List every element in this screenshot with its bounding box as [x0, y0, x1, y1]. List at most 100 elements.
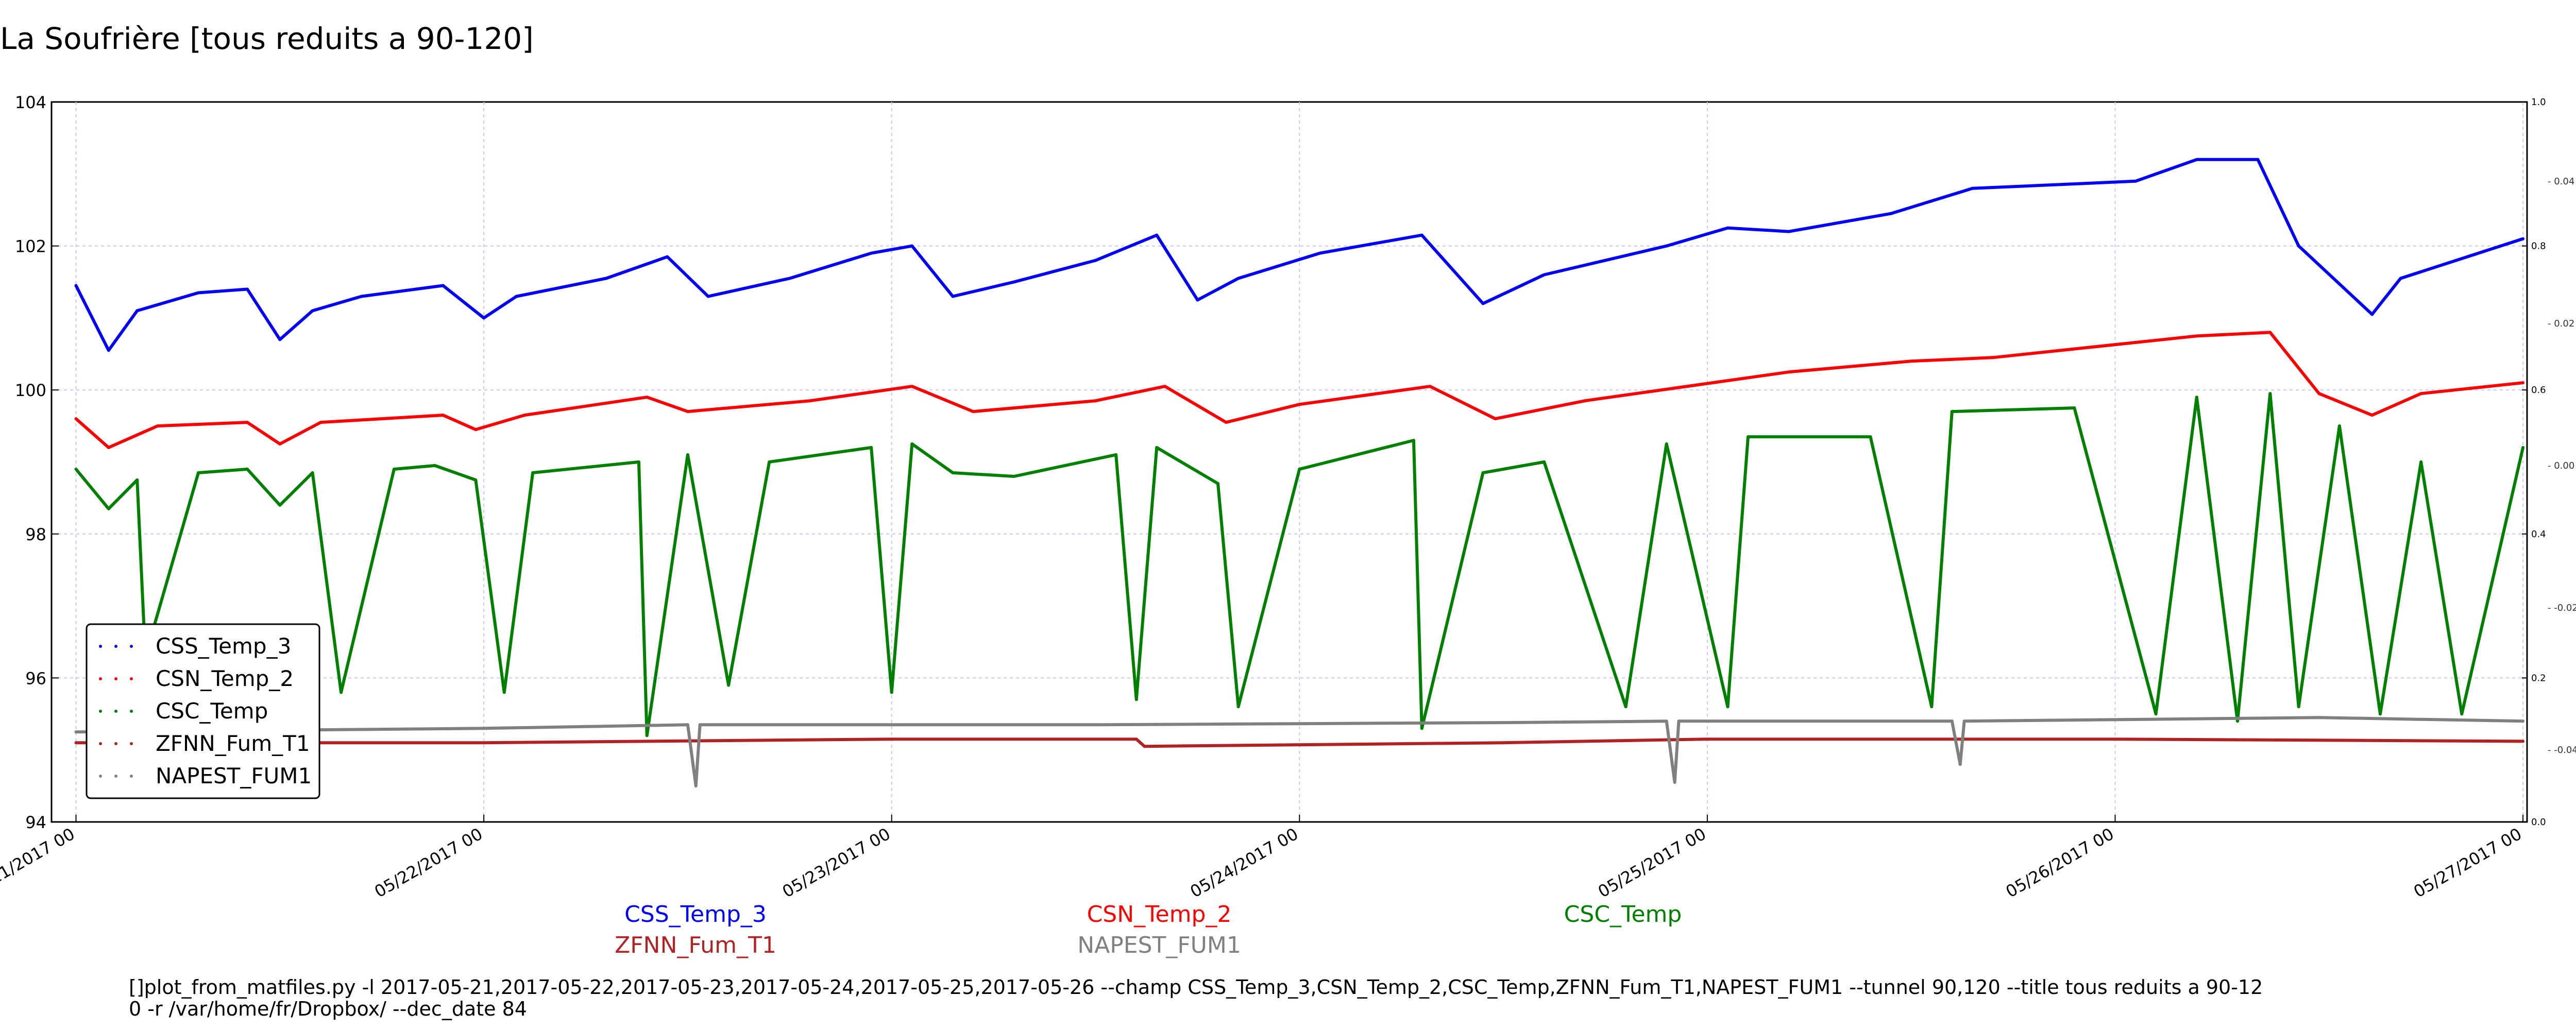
data-point	[1094, 399, 1097, 403]
data-point	[1930, 705, 1934, 709]
data-point	[340, 691, 343, 694]
data-point	[197, 291, 200, 295]
data-point	[1665, 442, 1668, 445]
x-axis: 05/21/2017 00 05/22/2017 00 05/23/2017 00 0…	[0, 815, 2525, 902]
data-point	[2370, 313, 2374, 316]
y-axis: 94 96 98 100 102 104	[15, 93, 59, 832]
data-point	[1094, 723, 1097, 727]
data-point	[972, 410, 975, 414]
data-point	[645, 734, 649, 737]
data-point	[441, 414, 445, 417]
data-point	[278, 338, 282, 341]
right-b-tick-label: - 0.04	[2548, 176, 2574, 187]
data-point	[1481, 302, 1485, 305]
data-point	[1298, 468, 1301, 471]
data-point	[1012, 280, 1016, 284]
data-point	[1726, 226, 1730, 230]
legend-marker	[99, 677, 102, 680]
data-point	[107, 507, 110, 510]
data-point	[1677, 719, 1681, 723]
data-point	[604, 277, 608, 280]
legend-marker	[114, 645, 117, 648]
data-point	[156, 424, 159, 428]
data-point	[1543, 460, 1546, 464]
data-point	[1298, 403, 1301, 406]
data-point	[2073, 406, 2076, 410]
data-point	[768, 460, 771, 464]
right-a-tick-label: 0.4	[2531, 529, 2546, 540]
y-tick-label: 104	[15, 93, 46, 112]
data-point	[1665, 719, 1668, 723]
data-point	[74, 741, 78, 745]
x-tick-label: 05/26/2017 00	[2003, 824, 2117, 902]
right-b-tick-label: - 0.02	[2548, 318, 2574, 329]
series-line	[75, 331, 2523, 449]
data-point	[910, 442, 914, 445]
legend-marker	[130, 742, 133, 745]
data-point	[1155, 233, 1159, 237]
data-point	[474, 478, 478, 482]
data-point	[2521, 719, 2525, 723]
legend-entry: ZFNN_Fum_T1	[99, 731, 310, 756]
data-point	[311, 309, 314, 313]
x-tick-label: 05/22/2017 00	[371, 824, 486, 902]
x-tick-label: 05/21/2017 00	[0, 824, 78, 902]
bottom-legend-label: CSC_Temp	[1564, 901, 1682, 928]
data-point	[1869, 435, 1872, 439]
legend-marker	[130, 677, 133, 680]
data-point	[2154, 712, 2158, 716]
right-b-tick-label: - 0.00	[2548, 460, 2574, 471]
data-point	[1318, 251, 1321, 255]
data-point	[686, 410, 689, 414]
data-point	[135, 478, 139, 482]
data-point	[2113, 737, 2117, 741]
data-point	[1094, 259, 1097, 262]
data-point	[482, 316, 486, 320]
legend-marker	[99, 645, 102, 648]
data-point	[1143, 745, 1146, 748]
data-point	[523, 414, 527, 417]
data-point	[319, 421, 323, 424]
series-layer	[74, 158, 2525, 788]
data-point	[2195, 158, 2198, 161]
data-point	[727, 683, 731, 687]
data-point	[2379, 712, 2382, 716]
data-point	[278, 442, 282, 445]
data-point	[1114, 453, 1118, 456]
data-point	[1705, 737, 1709, 741]
data-point	[1236, 705, 1240, 709]
data-point	[1420, 727, 1423, 730]
data-point	[1787, 230, 1791, 233]
data-point	[1224, 421, 1228, 424]
legend-label: NAPEST_FUM1	[156, 763, 312, 788]
data-point	[246, 468, 249, 471]
data-point	[2521, 237, 2525, 241]
bottom-legend-label: CSN_Temp_2	[1087, 901, 1232, 928]
right-axis-a: 0.0 0.2 0.4 0.6 0.8 1.0	[2522, 97, 2546, 828]
data-point	[666, 255, 669, 259]
series-line	[75, 392, 2525, 737]
legend: CSS_Temp_3 CSN_Temp_2 CSC_Temp ZFNN_Fum_T1 N…	[86, 623, 320, 799]
right-a-tick-label: 0.2	[2531, 673, 2546, 683]
legend-label: CSC_Temp	[156, 698, 268, 724]
data-point	[1428, 385, 1432, 388]
data-point	[1889, 212, 1893, 215]
data-point	[1494, 417, 1497, 421]
data-point	[2521, 381, 2525, 385]
data-point	[1950, 719, 1954, 723]
plot-area	[50, 101, 2528, 823]
data-point	[1502, 741, 1505, 745]
data-point	[1950, 410, 1954, 414]
data-point	[1665, 244, 1668, 248]
data-point	[74, 417, 78, 421]
data-point	[2297, 244, 2300, 248]
data-point	[1962, 719, 1966, 723]
right-a-tick-label: 0.0	[2531, 817, 2546, 828]
legend-entry: CSN_Temp_2	[99, 666, 294, 691]
data-point	[2460, 712, 2464, 716]
data-point	[698, 723, 702, 727]
data-point	[74, 284, 78, 287]
y-tick-label: 96	[25, 668, 46, 688]
data-point	[1216, 482, 1219, 485]
data-point	[278, 503, 282, 507]
